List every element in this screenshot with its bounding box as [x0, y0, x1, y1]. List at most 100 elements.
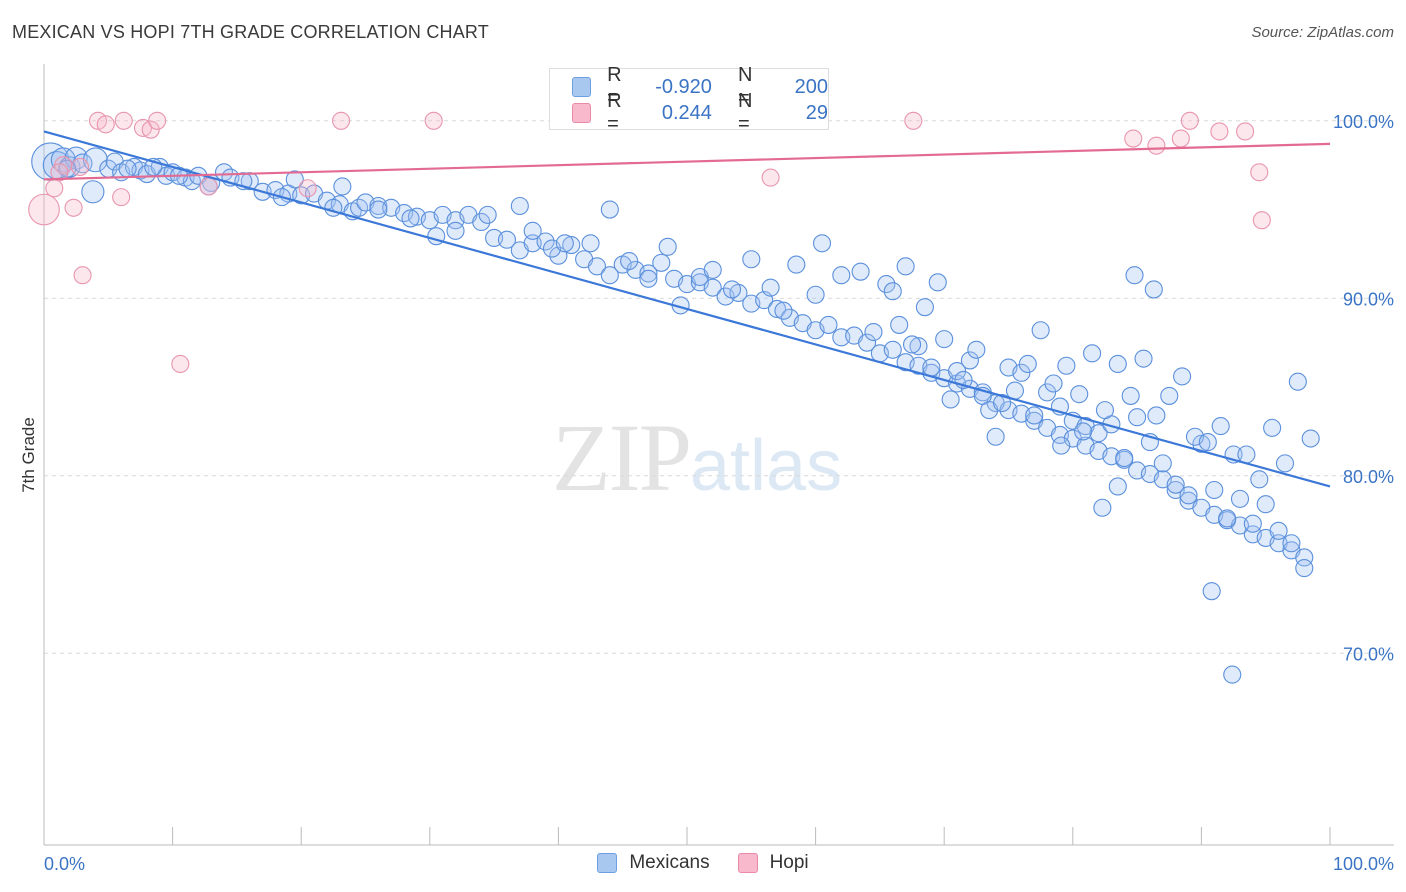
point-mexicans	[1205, 480, 1224, 500]
point-mexicans	[620, 251, 639, 271]
point-mexicans	[652, 253, 671, 272]
legend-swatch-mexicans	[597, 853, 618, 873]
point-mexicans	[1250, 470, 1269, 489]
point-mexicans	[1269, 521, 1288, 540]
point-mexicans	[774, 301, 793, 320]
point-mexicans	[1173, 367, 1192, 386]
point-mexicans	[497, 230, 517, 249]
point-hopi	[332, 111, 351, 130]
point-mexicans	[446, 221, 465, 240]
point-mexicans	[555, 234, 574, 253]
point-mexicans	[1031, 321, 1050, 340]
point-mexicans	[1093, 498, 1112, 517]
point-mexicans	[1121, 386, 1140, 405]
point-mexicans	[857, 333, 877, 352]
legend-swatch-hopi	[737, 853, 758, 873]
legend-n-label: N =	[737, 64, 753, 109]
point-hopi	[70, 157, 90, 176]
point-mexicans	[1275, 454, 1295, 473]
point-mexicans	[639, 269, 658, 288]
point-mexicans	[118, 159, 137, 178]
y-tick-label: 70.0%	[1343, 644, 1394, 664]
y-tick-label: 90.0%	[1343, 289, 1394, 309]
point-mexicans	[909, 337, 928, 356]
point-mexicans	[523, 221, 542, 240]
point-hopi	[112, 188, 131, 207]
point-mexicans	[1166, 475, 1185, 494]
point-mexicans	[1044, 374, 1063, 393]
point-mexicans	[472, 212, 491, 232]
y-axis-label: 7th Grade	[19, 417, 38, 493]
point-mexicans	[935, 330, 954, 349]
point-mexicans	[1057, 356, 1076, 375]
point-mexicans	[1038, 383, 1057, 402]
watermark: ZIPatlas	[552, 402, 842, 513]
point-hopi	[298, 179, 317, 198]
legend-item-hopi[interactable]: Hopi	[737, 852, 809, 874]
point-hopi	[171, 354, 190, 374]
point-mexicans	[1005, 381, 1024, 400]
point-mexicans	[1012, 363, 1031, 382]
point-mexicans	[864, 322, 883, 342]
legend-item-mexicans[interactable]: Mexicans	[597, 852, 710, 874]
legend-label-hopi: Hopi	[769, 852, 809, 873]
point-mexicans	[658, 237, 677, 256]
point-mexicans	[948, 362, 967, 381]
point-mexicans	[1282, 534, 1301, 553]
point-mexicans	[1128, 408, 1147, 427]
point-hopi	[1250, 163, 1269, 182]
point-mexicans	[1192, 434, 1211, 453]
point-mexicans	[369, 200, 388, 219]
y-tick-label: 80.0%	[1343, 467, 1394, 487]
point-mexicans	[896, 257, 915, 276]
point-mexicans	[967, 340, 986, 359]
point-mexicans	[806, 285, 825, 304]
legend-row-hopi: R = 0.244 N = 29	[572, 90, 828, 135]
point-mexicans	[1295, 559, 1314, 578]
point-mexicans	[639, 264, 658, 283]
point-mexicans	[1223, 665, 1242, 684]
point-mexicans	[285, 170, 304, 189]
point-mexicans	[333, 177, 352, 196]
point-hopi	[114, 111, 133, 130]
point-hopi	[1147, 136, 1166, 155]
legend-r-label: R =	[607, 90, 622, 135]
point-mexicans	[1237, 445, 1256, 464]
point-mexicans	[1134, 349, 1153, 368]
y-tick-label: 100.0%	[1333, 112, 1394, 132]
point-mexicans	[1198, 433, 1217, 452]
point-mexicans	[928, 273, 947, 292]
point-mexicans	[1052, 436, 1071, 455]
watermark-atlas: atlas	[690, 426, 843, 506]
point-mexicans	[883, 340, 902, 359]
point-mexicans	[1070, 385, 1089, 404]
point-hopi	[1180, 111, 1199, 130]
point-mexicans	[1211, 417, 1230, 436]
legend-swatch-mexicans	[572, 77, 592, 97]
point-mexicans	[1089, 424, 1108, 443]
point-mexicans	[1144, 280, 1163, 299]
trendline-mexicans	[43, 130, 1331, 488]
point-mexicans	[1083, 344, 1102, 363]
point-mexicans	[1153, 454, 1172, 473]
point-mexicans	[600, 200, 619, 219]
point-mexicans	[1179, 486, 1198, 505]
point-hopi	[761, 168, 780, 187]
trendline-hopi	[43, 142, 1331, 181]
point-hopi	[64, 198, 83, 217]
point-mexicans	[832, 266, 851, 285]
point-mexicans	[581, 234, 600, 253]
point-mexicans	[761, 278, 780, 297]
point-hopi	[904, 111, 923, 130]
point-mexicans	[1160, 386, 1179, 405]
point-hopi	[96, 115, 115, 134]
point-mexicans	[1025, 406, 1044, 425]
point-hopi	[1124, 129, 1143, 148]
point-mexicans	[902, 335, 922, 354]
point-hopi	[424, 111, 443, 130]
point-mexicans	[1230, 489, 1250, 508]
chart-title: MEXICAN VS HOPI 7TH GRADE CORRELATION CH…	[12, 22, 490, 42]
point-mexicans	[1095, 401, 1114, 420]
point-mexicans	[742, 250, 761, 269]
